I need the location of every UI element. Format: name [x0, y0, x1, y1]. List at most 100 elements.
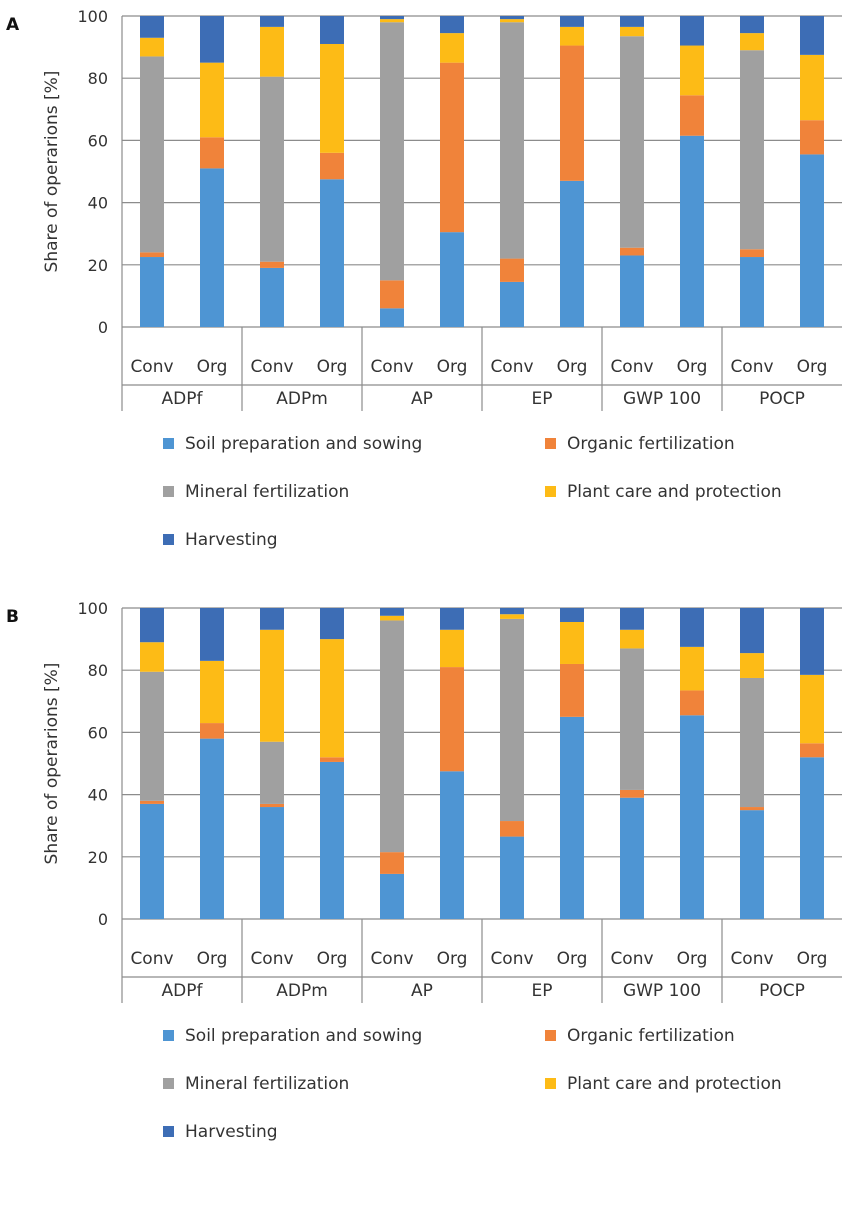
y-tick-label: 60: [88, 131, 108, 150]
x-subcategory-label: Conv: [730, 357, 773, 377]
x-group-label: EP: [532, 981, 553, 1001]
legend-swatch: [163, 438, 174, 449]
bar-segment: [620, 16, 644, 27]
legend-label: Organic fertilization: [567, 1026, 735, 1046]
bar-segment: [320, 152, 344, 180]
bar-segment: [500, 608, 524, 615]
x-group-label: AP: [411, 981, 433, 1001]
bar-segment: [800, 54, 824, 121]
bar-segment: [740, 16, 764, 34]
bar-segment: [500, 281, 524, 327]
legend-swatch: [163, 1030, 174, 1041]
bar-segment: [200, 738, 224, 919]
bar-segment: [320, 757, 344, 762]
bar-segment: [680, 95, 704, 136]
bar-segment: [680, 16, 704, 46]
bar-segment: [320, 639, 344, 758]
bar-segment: [380, 22, 404, 281]
y-tick-label: 0: [98, 910, 108, 929]
bar-segment: [320, 761, 344, 919]
legend-swatch: [163, 534, 174, 545]
panel-label: A: [6, 15, 20, 35]
x-subcategory-label: Org: [677, 949, 708, 969]
bar-segment: [380, 615, 404, 621]
bar-segment: [200, 608, 224, 661]
bar-segment: [800, 154, 824, 327]
x-subcategory-label: Conv: [130, 357, 173, 377]
bar-segment: [800, 757, 824, 919]
legend-swatch: [545, 486, 556, 497]
y-tick-label: 80: [88, 69, 108, 88]
bar-segment: [200, 660, 224, 724]
bar-segment: [740, 249, 764, 258]
bar-segment: [740, 677, 764, 808]
bar-segment: [140, 37, 164, 57]
bar-segment: [560, 716, 584, 919]
bar-segment: [140, 257, 164, 327]
x-group-label: POCP: [759, 389, 805, 409]
x-subcategory-label: Conv: [250, 357, 293, 377]
y-tick-label: 40: [88, 786, 108, 805]
bar-segment: [800, 743, 824, 758]
bar-segment: [140, 252, 164, 258]
bar-segment: [680, 646, 704, 691]
x-subcategory-label: Conv: [370, 357, 413, 377]
bar-segment: [140, 16, 164, 38]
legend-swatch: [545, 438, 556, 449]
x-subcategory-label: Org: [197, 949, 228, 969]
bar-segment: [680, 45, 704, 96]
bar-segment: [440, 232, 464, 327]
legend-label: Plant care and protection: [567, 1074, 782, 1094]
bar-segment: [560, 608, 584, 622]
bar-segment: [500, 22, 524, 259]
bar-segment: [440, 608, 464, 630]
bar-segment: [560, 45, 584, 181]
bar-segment: [320, 43, 344, 153]
y-axis-title: Share of operarions [%]: [42, 71, 62, 273]
bar-segment: [140, 803, 164, 919]
bar-segment: [260, 76, 284, 262]
bar-segment: [500, 618, 524, 822]
bar-segment: [260, 26, 284, 77]
x-subcategory-label: Org: [437, 949, 468, 969]
y-tick-label: 100: [77, 599, 108, 618]
bar-segment: [200, 168, 224, 327]
bar-segment: [500, 836, 524, 919]
x-group-label: GWP 100: [623, 389, 701, 409]
bar-segment: [380, 620, 404, 853]
x-subcategory-label: Conv: [610, 949, 653, 969]
bar-segment: [680, 690, 704, 716]
bar-segment: [320, 16, 344, 44]
bar-segment: [260, 741, 284, 804]
bar-segment: [260, 267, 284, 327]
bar-segment: [620, 36, 644, 248]
bar-segment: [500, 821, 524, 837]
legend-label: Organic fertilization: [567, 434, 735, 454]
bar-segment: [440, 629, 464, 668]
panel-label: B: [6, 607, 19, 627]
bar-segment: [380, 852, 404, 874]
bar-segment: [380, 19, 404, 23]
legend-swatch: [163, 486, 174, 497]
y-tick-label: 60: [88, 723, 108, 742]
chart-svg-a: A Share of operarions [%] 0 20 40 60 80 100 Conv…: [6, 7, 842, 550]
bar-segment: [380, 280, 404, 309]
y-tick-label: 40: [88, 194, 108, 213]
bar-segment: [500, 16, 524, 20]
bar-segment: [440, 33, 464, 63]
bar-segment: [740, 810, 764, 919]
legend-swatch: [545, 1030, 556, 1041]
bar-segment: [200, 723, 224, 739]
bar-segment: [620, 629, 644, 649]
bar-segment: [440, 16, 464, 34]
bar-segment: [740, 807, 764, 811]
bar-segment: [560, 26, 584, 46]
x-group-label: ADPm: [276, 981, 328, 1001]
bar-segment: [800, 608, 824, 675]
x-subcategory-label: Org: [317, 949, 348, 969]
bar-segment: [380, 16, 404, 20]
bar-segment: [620, 26, 644, 37]
y-tick-label: 80: [88, 661, 108, 680]
bar-segment: [200, 137, 224, 169]
bar-segment: [140, 800, 164, 804]
